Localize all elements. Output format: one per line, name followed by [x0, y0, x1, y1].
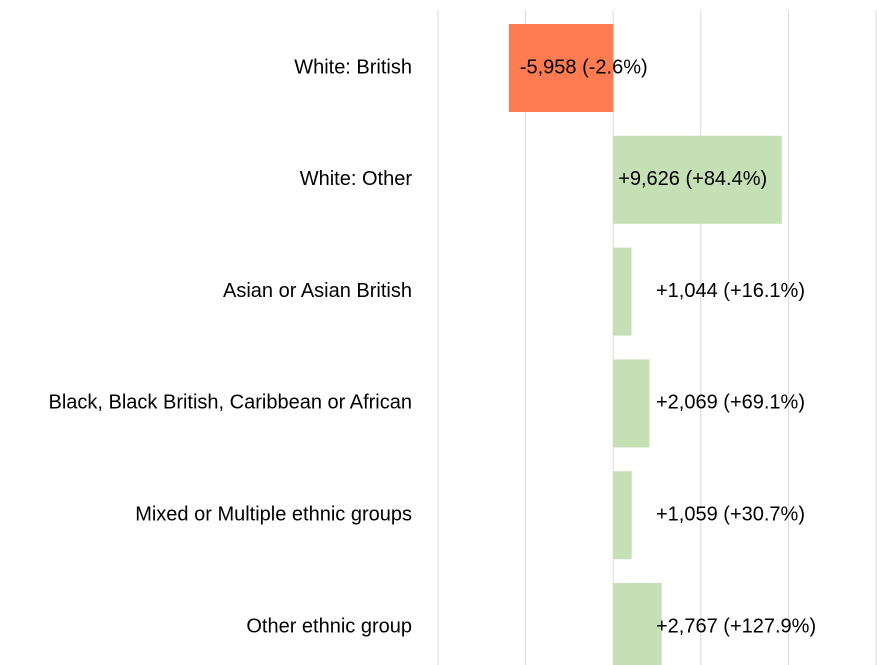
category-label: White: Other: [300, 168, 413, 190]
value-label: +2,767 (+127.9%): [656, 615, 816, 637]
category-label: Black, Black British, Caribbean or Afric…: [49, 392, 413, 414]
bar: [613, 359, 650, 448]
bar: [613, 583, 662, 665]
value-label: +1,059 (+30.7%): [656, 503, 805, 525]
bar: [613, 247, 632, 336]
value-label: -5,958 (-2.6%): [520, 56, 648, 78]
value-label: +2,069 (+69.1%): [656, 392, 805, 414]
category-label: Asian or Asian British: [223, 280, 412, 302]
category-label: Other ethnic group: [246, 615, 412, 637]
value-label: +9,626 (+84.4%): [618, 168, 767, 190]
bar: [613, 471, 632, 560]
bar: [613, 135, 782, 224]
value-label: +1,044 (+16.1%): [656, 280, 805, 302]
category-label: White: British: [294, 56, 412, 78]
category-label: Mixed or Multiple ethnic groups: [135, 503, 412, 525]
bar: [508, 24, 614, 112]
